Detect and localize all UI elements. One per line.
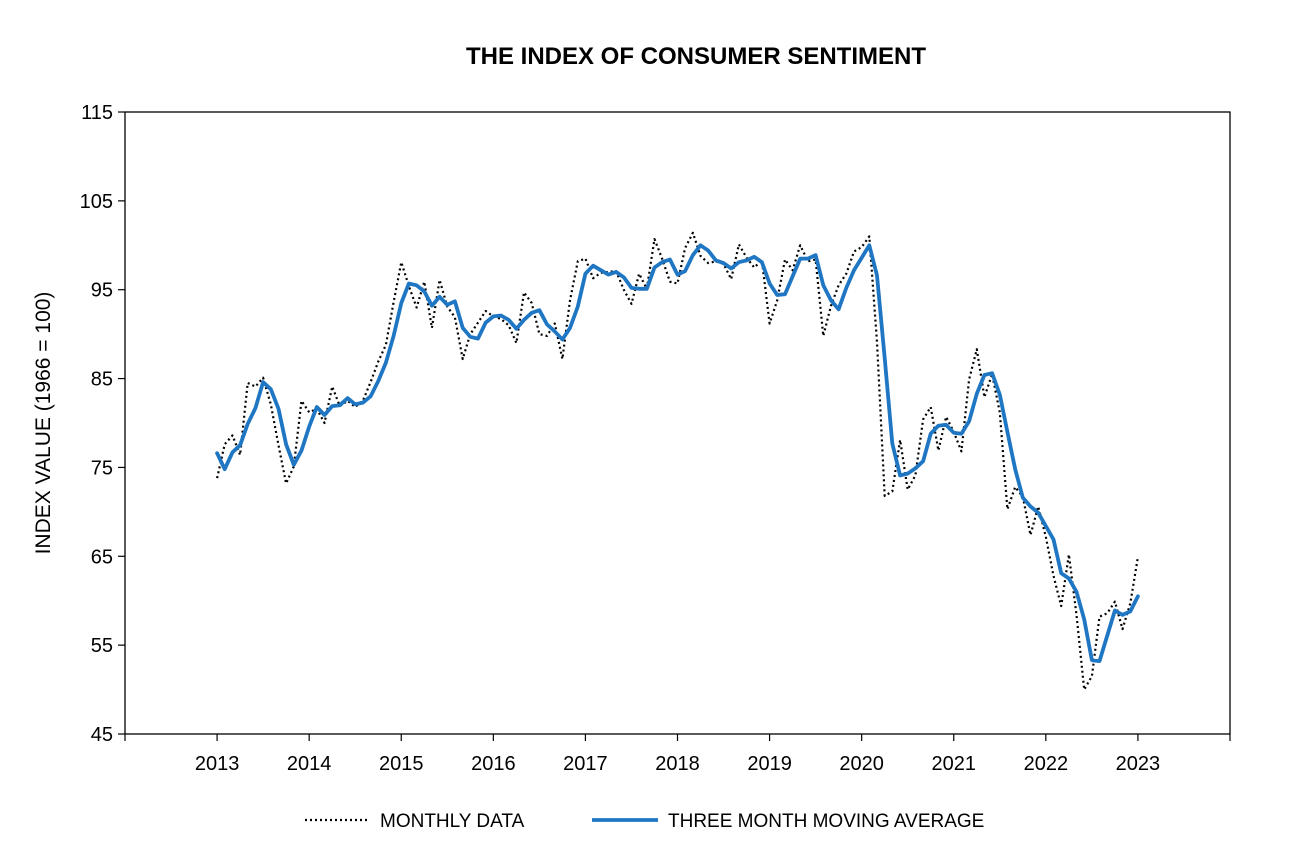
plot-area-frame [124, 111, 1231, 735]
legend-label-monthly-data: MONTHLY DATA [380, 811, 525, 832]
y-tick-label: 45 [91, 724, 113, 746]
series-layer [215, 231, 1140, 691]
x-tick-label: 2020 [839, 753, 884, 775]
legend: MONTHLY DATA THREE MONTH MOVING AVERAGE [305, 811, 984, 832]
x-tick-label: 2021 [932, 753, 977, 775]
x-tick-label: 2017 [563, 753, 608, 775]
y-tick-label: 95 [91, 280, 113, 302]
x-axis: 2013 2014 2015 2016 2017 2018 2019 2020 2021 2022… [124, 734, 1231, 775]
x-tick-label: 2023 [1116, 753, 1161, 775]
legend-label-moving-average: THREE MONTH MOVING AVERAGE [668, 811, 984, 832]
x-tick-label: 2016 [471, 753, 516, 775]
chart-title: THE INDEX OF CONSUMER SENTIMENT [466, 43, 926, 70]
y-axis: 45 55 65 75 85 95 105 115 [80, 102, 125, 746]
y-tick-label: 85 [91, 369, 113, 391]
y-tick-label: 115 [81, 102, 113, 124]
x-tick-label: 2022 [1024, 753, 1069, 775]
x-tick-label: 2015 [379, 753, 424, 775]
y-tick-label: 55 [91, 635, 113, 657]
x-tick-label: 2014 [287, 753, 332, 775]
x-tick-label: 2013 [195, 753, 240, 775]
x-tick-label: 2018 [655, 753, 700, 775]
series-line-monthly-data [216, 231, 1139, 691]
y-tick-label: 75 [91, 457, 113, 479]
y-tick-label: 105 [80, 191, 113, 213]
x-tick-label: 2019 [747, 753, 792, 775]
y-axis-title: INDEX VALUE (1966 = 100) [32, 292, 55, 555]
series-line-moving-average [215, 243, 1140, 663]
y-tick-label: 65 [91, 546, 113, 568]
